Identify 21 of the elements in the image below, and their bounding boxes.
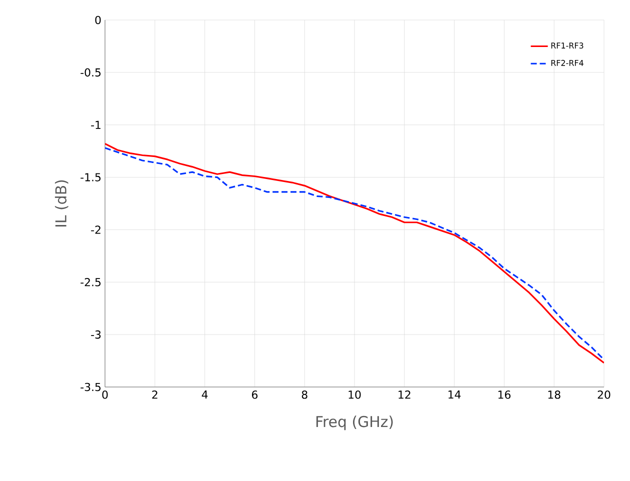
y-tick-label: -0.5 — [80, 68, 101, 77]
x-axis-title: Freq (GHz) — [316, 416, 393, 430]
x-tick-label: 10 — [348, 390, 361, 399]
x-tick-label: 0 — [102, 390, 108, 399]
x-tick-label: 4 — [202, 390, 208, 399]
x-tick-label: 6 — [252, 390, 258, 399]
x-tick-label: 12 — [398, 390, 410, 399]
y-tick-label: -2.5 — [80, 278, 101, 286]
x-tick-label: 2 — [152, 390, 158, 399]
x-tick-label: 8 — [302, 390, 308, 399]
y-tick-label: -1.5 — [80, 173, 101, 182]
x-tick-label: 18 — [548, 390, 560, 399]
x-tick-label: 20 — [598, 390, 610, 399]
y-axis-title: IL (dB) — [54, 180, 68, 226]
y-tick-label: -3 — [91, 330, 101, 339]
y-tick-label: -3.5 — [80, 382, 101, 392]
x-tick-label: 14 — [448, 390, 461, 399]
y-tick-label: 0 — [95, 16, 101, 24]
x-tick-label: 16 — [498, 390, 510, 399]
y-tick-label: -2 — [91, 226, 100, 234]
y-tick-label: -1 — [91, 120, 100, 129]
